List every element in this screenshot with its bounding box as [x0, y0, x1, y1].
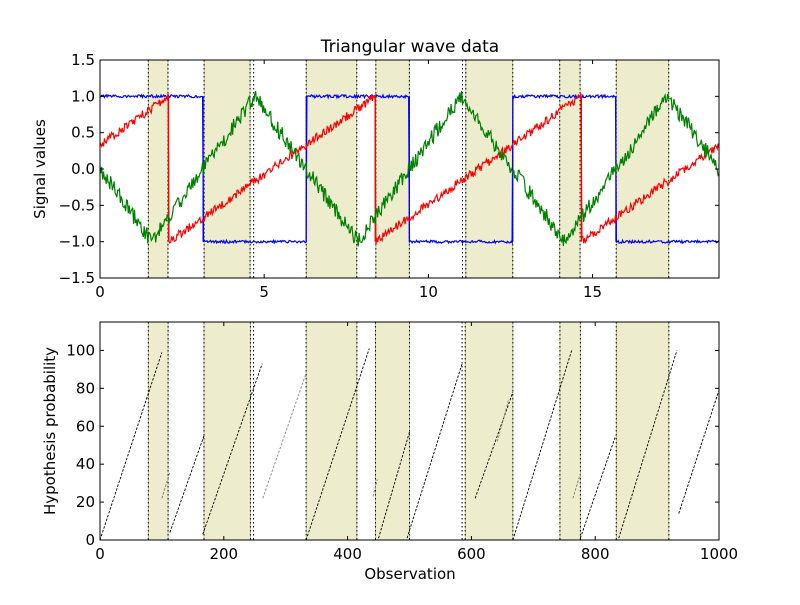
bottom-plot-frame — [99, 321, 720, 541]
top-ytick-label-2: −0.5 — [59, 196, 95, 214]
top-shaded-region-1 — [203, 60, 251, 278]
bottom-ytick-label-5: 100 — [66, 341, 95, 359]
bottom-xlabel: Observation — [364, 565, 455, 583]
bottom-ytick-label-3: 60 — [76, 417, 95, 435]
bottom-hypothesis-segment-14 — [618, 350, 678, 539]
top-ylabel: Signal values — [31, 119, 49, 219]
bottom-xtick-label-1: 200 — [209, 545, 238, 563]
top-xtick-label-3: 15 — [583, 283, 602, 301]
bottom-plot-content — [100, 322, 719, 540]
bottom-hypothesis-segment-1 — [161, 471, 171, 499]
bottom-hypothesis-segment-15 — [678, 390, 719, 514]
bottom-hypothesis-segment-9 — [474, 391, 514, 499]
top-series-triangle — [100, 90, 719, 247]
bottom-shaded-region-2 — [305, 322, 358, 540]
bottom-ytick-label-2: 40 — [76, 455, 95, 473]
top-series-sawtooth — [100, 92, 719, 246]
bottom-hypothesis-segment-6 — [372, 479, 378, 497]
top-shaded-region-2 — [305, 60, 358, 278]
bottom-ytick-label-4: 80 — [76, 379, 95, 397]
bottom-shaded-region-4 — [464, 322, 514, 540]
top-plot-content — [100, 60, 719, 278]
top-ytick-label-4: 0.5 — [71, 124, 95, 142]
top-shaded-region-3 — [375, 60, 410, 278]
bottom-hypothesis-segment-2 — [169, 435, 205, 533]
bottom-hypothesis-segment-13 — [579, 435, 617, 539]
bottom-hypothesis-segment-4 — [262, 373, 307, 499]
bottom-hypothesis-segment-11 — [512, 350, 573, 540]
bottom-plot-area: 0 200 400 600 800 1000 0 20 40 60 80 100 — [66, 321, 738, 563]
bottom-hypothesis-segment-0 — [100, 352, 163, 540]
bottom-shaded-region-0 — [147, 322, 169, 540]
bottom-shaded-region-1 — [203, 322, 251, 540]
top-shaded-region-4 — [465, 60, 514, 278]
top-shaded-region-0 — [147, 60, 169, 278]
top-ytick-label-3: 0.0 — [71, 160, 95, 178]
bottom-ytick-label-0: 0 — [85, 531, 95, 549]
bottom-xtick-label-3: 600 — [457, 545, 486, 563]
top-ytick-label-0: −1.5 — [59, 269, 95, 287]
bottom-xtick-label-5: 1000 — [700, 545, 738, 563]
bottom-hypothesis-segment-3 — [202, 363, 263, 535]
bottom-shaded-region-6 — [615, 322, 670, 540]
bottom-xtick-label-0: 0 — [95, 545, 105, 563]
bottom-hypothesis-segment-10 — [496, 399, 509, 442]
top-xtick-label-1: 5 — [259, 283, 269, 301]
bottom-hypothesis-segment-8 — [406, 363, 463, 539]
top-xtick-label-0: 0 — [95, 283, 105, 301]
top-xtick-label-2: 10 — [419, 283, 438, 301]
chart-title: Triangular wave data — [320, 37, 499, 57]
top-ytick-label-5: 1.0 — [71, 87, 95, 105]
top-ytick-label-6: 1.5 — [71, 51, 95, 69]
bottom-xtick-label-2: 400 — [333, 545, 362, 563]
top-shaded-region-6 — [615, 60, 670, 278]
bottom-shaded-region-3 — [375, 322, 410, 540]
top-plot-area: 0 5 10 15 −1.5 −1.0 −0.5 0.0 0.5 1.0 1.5 — [59, 51, 720, 301]
bottom-ylabel: Hypothesis probability — [41, 347, 59, 515]
bottom-ytick-label-1: 20 — [76, 493, 95, 511]
top-ytick-label-1: −1.0 — [59, 233, 95, 251]
bottom-hypothesis-segment-7 — [378, 431, 410, 539]
bottom-hypothesis-segment-5 — [305, 348, 370, 540]
bottom-hypothesis-segment-12 — [572, 473, 581, 499]
bottom-xtick-label-4: 800 — [581, 545, 610, 563]
